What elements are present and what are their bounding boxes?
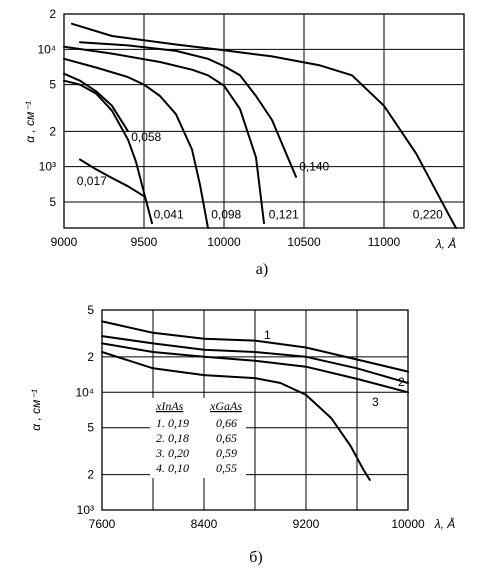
curve-label: 0,121 [269, 208, 299, 222]
x-tick-label: 9000 [51, 235, 78, 249]
series-line [79, 41, 297, 178]
legend-row-label: 3. 0,20 [155, 446, 189, 460]
series-line [101, 342, 409, 394]
legend-row-label: 1. 0,19 [156, 416, 189, 430]
series-line [101, 335, 409, 384]
series-line [63, 72, 129, 133]
series-line [79, 158, 145, 198]
series-line [101, 351, 371, 481]
y-tick-label: 10⁴ [75, 385, 94, 399]
y-tick-label: 5 [49, 78, 56, 92]
legend-row-value: 0,66 [216, 416, 237, 430]
y-tick-label: 2 [49, 124, 56, 138]
series-line [63, 45, 265, 225]
legend-header: xInAs [155, 399, 184, 413]
curve-label: 0,140 [299, 159, 329, 173]
legend-box [150, 398, 246, 478]
x-tick-label: 11000 [368, 235, 401, 249]
y-tick-label: 2 [87, 350, 94, 364]
legend-row-label: 4. 0,10 [156, 461, 189, 475]
curve-label: 0,098 [211, 208, 241, 222]
plot-frame [63, 13, 465, 229]
y-tick-label: 10³ [39, 160, 56, 174]
y-axis-label: α , см⁻¹ [29, 389, 43, 430]
y-tick-label: 10³ [77, 503, 94, 517]
x-axis-label: λ, Å [435, 236, 457, 251]
legend-row-value: 0,65 [216, 431, 237, 445]
y-tick-label: 5 [87, 303, 94, 317]
y-tick-label: 5 [49, 195, 56, 209]
x-tick-label: 10000 [207, 235, 241, 249]
caption: а) [256, 261, 268, 278]
curve-label: 0,058 [131, 130, 161, 144]
x-tick-label: 9500 [131, 235, 158, 249]
legend-row-value: 0,59 [216, 446, 237, 460]
caption: б) [249, 549, 262, 566]
y-tick-label: 2 [87, 468, 94, 482]
x-tick-label: 7600 [89, 517, 116, 531]
curve-label: 0,220 [413, 208, 443, 222]
curve-label: 1 [264, 328, 271, 342]
curve-label: 2 [398, 375, 405, 389]
y-axis-label: α , см⁻¹ [23, 101, 37, 142]
curve-label: 0,041 [154, 208, 184, 222]
series-line [63, 79, 153, 225]
x-tick-label: 10000 [391, 517, 425, 531]
curve-label: 0,017 [77, 174, 107, 188]
series-line [71, 22, 457, 229]
legend-row-label: 2. 0,18 [156, 431, 189, 445]
legend-header: xGaAs [209, 399, 242, 413]
x-tick-label: 8400 [191, 517, 218, 531]
curve-label: 3 [372, 395, 379, 409]
chart-b: 7600 8400 9200 10000 5 2 10⁴ 5 2 10³ xInAs xGaAs 1. … [29, 303, 455, 566]
chart-a: 9000 9500 10000 10500 11000 2 10⁴ 5 2 10³ 5 0,017 0,… [23, 7, 465, 278]
legend-row-value: 0,55 [216, 461, 237, 475]
x-tick-label: 10500 [287, 235, 321, 249]
y-tick-label: 5 [87, 421, 94, 435]
series-line [63, 57, 209, 229]
y-tick-label: 10⁴ [37, 42, 56, 56]
series-line [101, 320, 409, 373]
plot-frame [101, 309, 409, 511]
x-tick-label: 9200 [293, 517, 320, 531]
x-axis-label: λ, Å [434, 516, 456, 531]
y-tick-label: 2 [49, 7, 56, 21]
